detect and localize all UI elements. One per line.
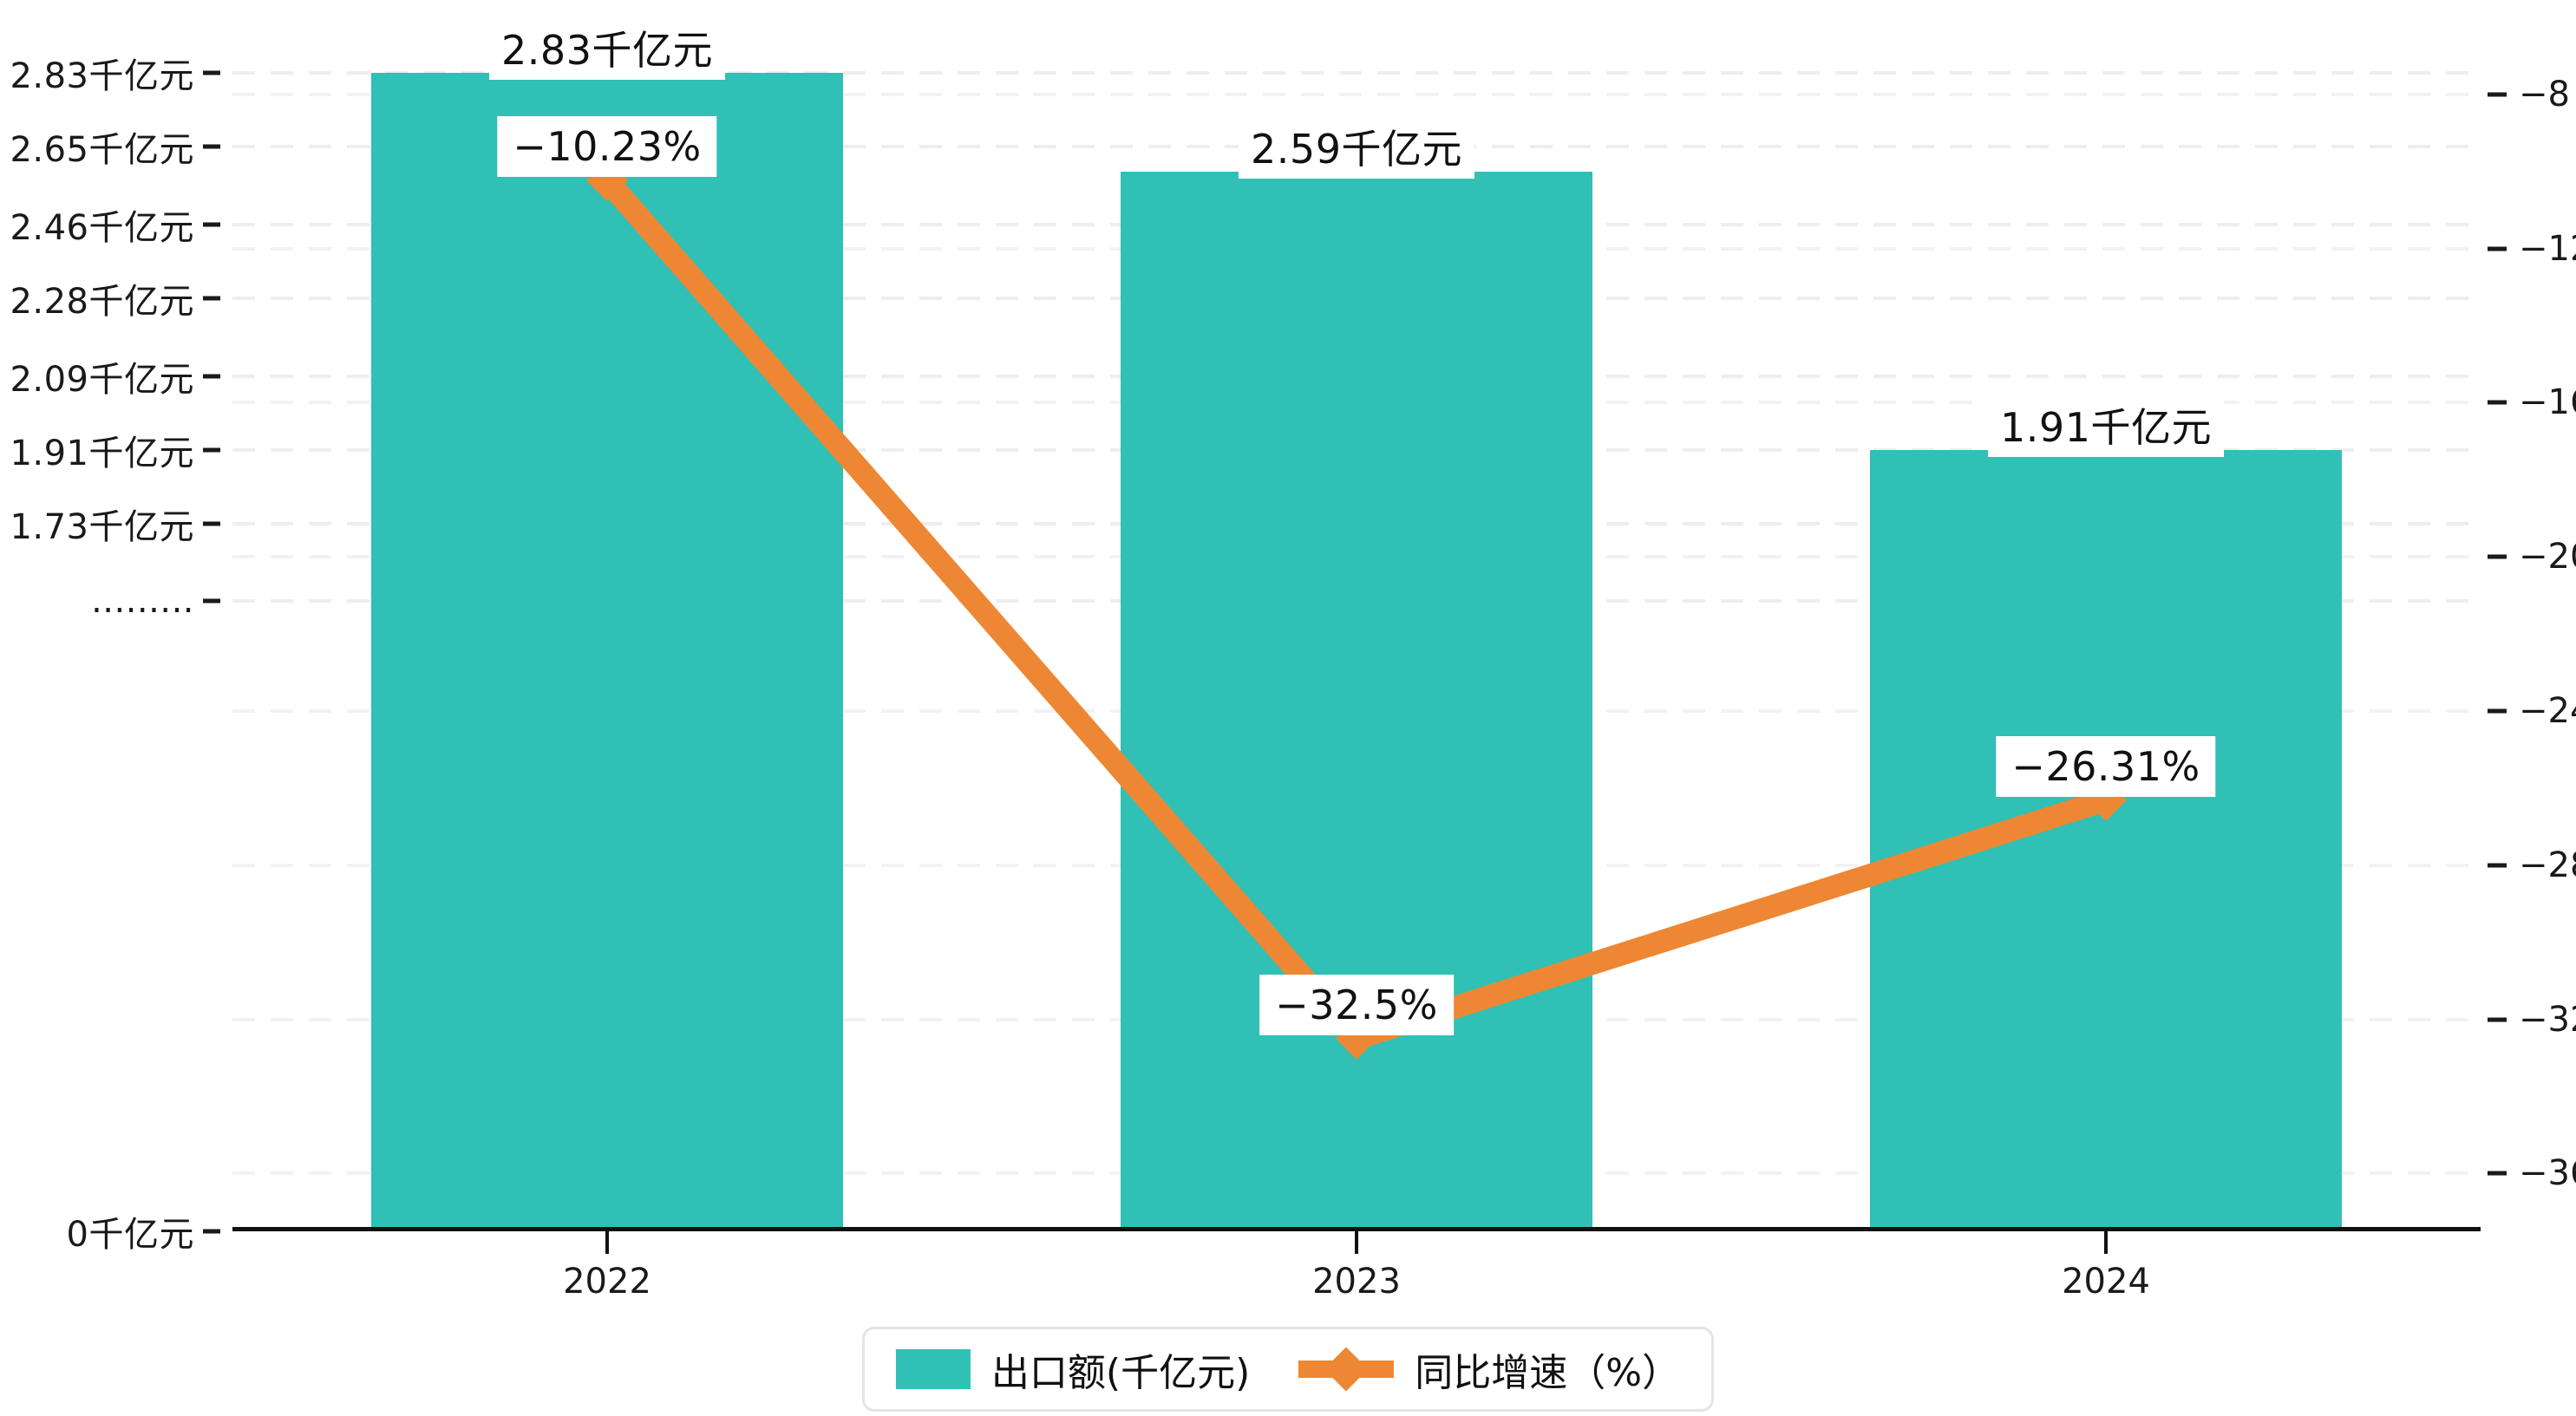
left-axis-tick-label: 2.09千亿元 [10, 359, 194, 400]
right-axis-tick-mark [2488, 1017, 2507, 1022]
left-axis-tick-label: 1.73千亿元 [10, 506, 194, 547]
left-axis-tick-mark [203, 374, 220, 379]
legend-label-bar: 出口额(千亿元) [991, 1351, 1251, 1395]
x-axis-tick-label: 2023 [1312, 1262, 1401, 1302]
right-axis-tick-mark [2488, 1171, 2507, 1176]
bar-value-label: 1.91千亿元 [1988, 392, 2224, 457]
left-axis-tick-mark [203, 1229, 220, 1234]
legend-item-bar[interactable]: 出口额(千亿元) [895, 1341, 1251, 1397]
x-axis-tick-mark [605, 1231, 609, 1254]
right-axis-tick-mark [2488, 708, 2507, 714]
line-diamond-marker-icon [1298, 1347, 1395, 1392]
right-axis-tick-mark [2488, 400, 2507, 405]
right-axis-tick-mark [2488, 246, 2507, 251]
line-value-label: −32.5% [1259, 974, 1454, 1035]
legend-item-line[interactable]: 同比增速（%） [1298, 1341, 1680, 1397]
plot-area [232, 17, 2481, 1231]
left-y-axis: 2.83千亿元 2.65千亿元 2.46千亿元 2.28千亿元 2.09千亿元 1.91千… [0, 17, 232, 1255]
right-axis-tick-label: −36 [2519, 1153, 2576, 1194]
right-axis-tick-label: −8 [2519, 74, 2570, 114]
right-axis-tick-label: −32 [2519, 999, 2576, 1040]
left-axis-tick-mark [203, 70, 220, 75]
gridline [232, 71, 2481, 75]
left-axis-tick-mark [203, 296, 220, 301]
right-axis-tick-label: −16 [2519, 382, 2576, 423]
line-value-label: −26.31% [1996, 735, 2216, 797]
legend: 出口额(千亿元) 同比增速（%） [861, 1327, 1715, 1412]
bar-swatch-icon [895, 1349, 971, 1389]
bar[interactable] [1869, 449, 2343, 1231]
bar-value-label: 2.83千亿元 [489, 16, 725, 81]
right-y-axis: −8 −12 −16 −20 −24 −28 −32 −36 [2481, 17, 2576, 1231]
legend-label-line: 同比增速（%） [1415, 1351, 1681, 1395]
left-axis-tick-mark [203, 521, 220, 526]
right-axis-tick-mark [2488, 92, 2507, 97]
line-value-label: −10.23% [497, 116, 717, 177]
x-axis-tick-mark [1355, 1231, 1358, 1254]
bar-value-label: 2.59千亿元 [1239, 114, 1474, 179]
x-axis-tick-label: 2024 [2062, 1262, 2150, 1302]
right-axis-tick-label: −12 [2519, 228, 2576, 269]
right-axis-tick-label: −20 [2519, 537, 2576, 577]
left-axis-tick-label: 1.91千亿元 [10, 433, 194, 473]
left-axis-tick-label: 2.28千亿元 [10, 281, 194, 322]
right-axis-tick-label: −28 [2519, 845, 2576, 885]
gridline-minor [232, 92, 2481, 96]
x-axis-tick-label: 2022 [563, 1262, 651, 1302]
left-axis-tick-label: 2.46千亿元 [10, 208, 194, 249]
bar[interactable] [1120, 171, 1593, 1231]
left-axis-tick-mark [203, 144, 220, 149]
right-axis-tick-label: −24 [2519, 691, 2576, 731]
bar[interactable] [370, 73, 844, 1231]
left-axis-tick-mark [203, 447, 220, 453]
left-axis-tick-label: ......... [91, 581, 194, 622]
right-axis-tick-mark [2488, 554, 2507, 559]
x-axis-tick-mark [2104, 1231, 2108, 1254]
right-axis-tick-mark [2488, 863, 2507, 868]
left-axis-tick-label: 0千亿元 [66, 1215, 194, 1255]
x-axis-baseline [232, 1227, 2481, 1231]
left-axis-tick-mark [203, 598, 220, 604]
left-axis-tick-mark [203, 222, 220, 227]
left-axis-tick-label: 2.65千亿元 [10, 130, 194, 171]
left-axis-tick-label: 2.83千亿元 [10, 56, 194, 97]
